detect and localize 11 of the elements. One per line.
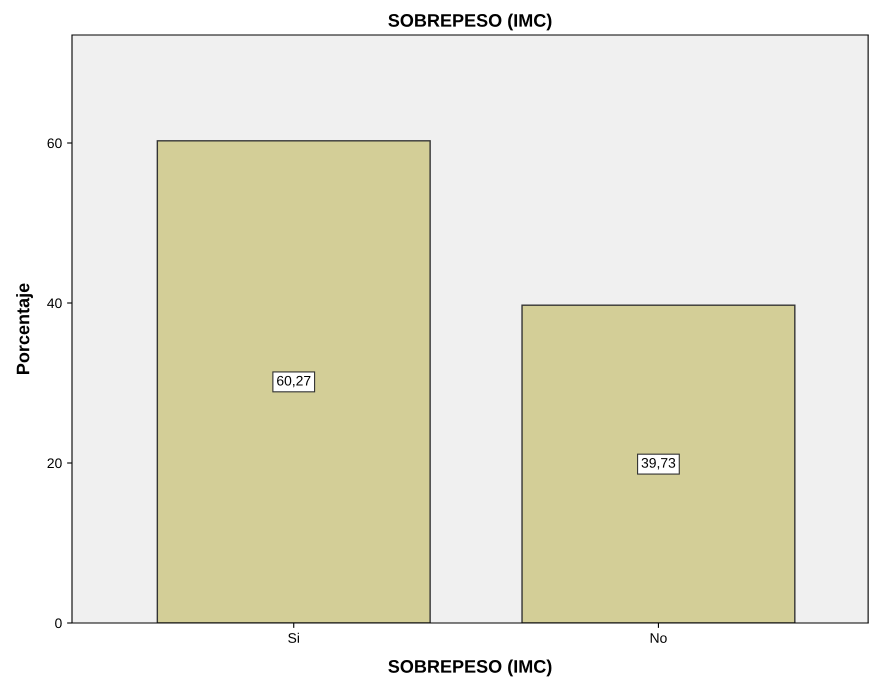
x-tick-label: Si bbox=[288, 632, 299, 643]
y-tick-label: 0 bbox=[55, 618, 62, 628]
chart-title: SOBREPESO (IMC) bbox=[388, 14, 552, 30]
x-axis-title: SOBREPESO (IMC) bbox=[388, 660, 552, 676]
y-tick-label: 20 bbox=[48, 458, 62, 468]
y-tick-label: 40 bbox=[47, 298, 62, 308]
y-axis-title: Porcentaje bbox=[16, 283, 33, 374]
x-tick-label: No bbox=[650, 633, 667, 643]
y-tick-label: 60 bbox=[48, 138, 62, 148]
data-label: 39,73 bbox=[642, 458, 676, 470]
data-label: 60,27 bbox=[277, 376, 310, 388]
